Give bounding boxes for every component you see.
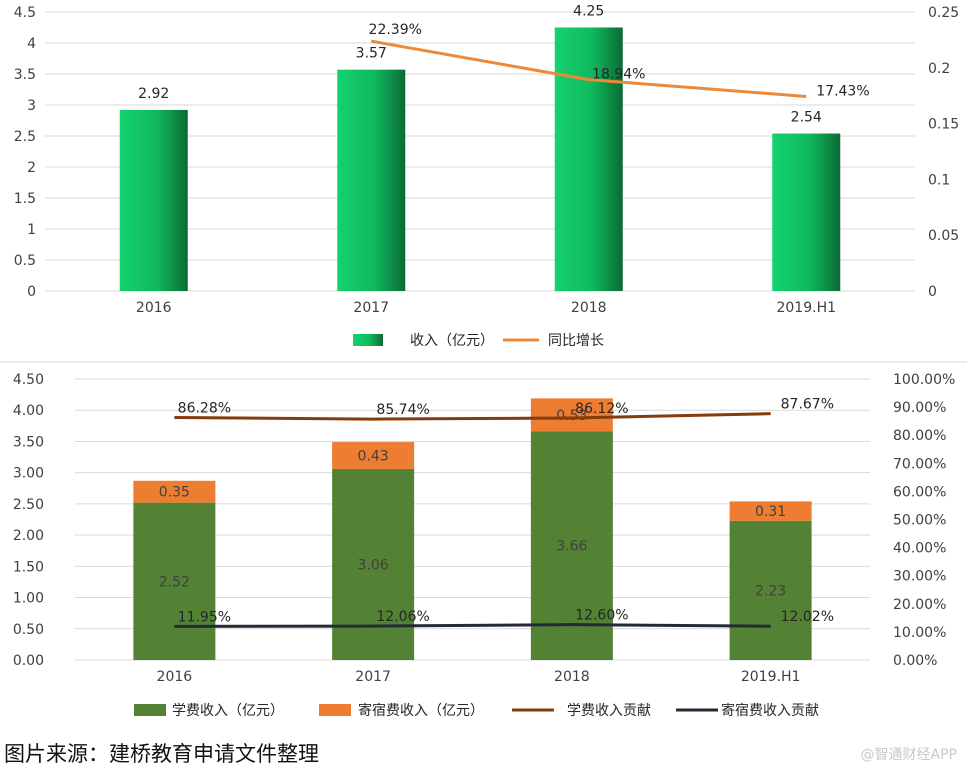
y-tick-label: 4.5	[14, 5, 36, 21]
y2-tick-label: 60.00%	[893, 484, 946, 500]
y-tick-label: 4	[27, 36, 36, 52]
y2-tick-label: 90.00%	[893, 400, 946, 416]
y2-tick-label: 40.00%	[893, 541, 946, 557]
y2-tick-label: 0.1	[928, 172, 950, 188]
y2-tick-label: 50.00%	[893, 513, 946, 529]
y-tick-label: 3.5	[14, 67, 36, 83]
data-label: 17.43%	[816, 83, 869, 99]
y2-tick-label: 0.05	[928, 228, 959, 244]
y-tick-label: 2.5	[14, 129, 36, 145]
data-label: 4.25	[573, 4, 604, 20]
y2-tick-label: 100.00%	[893, 372, 955, 388]
y2-tick-label: 0.00%	[893, 653, 937, 669]
y-tick-label: 3	[27, 98, 36, 114]
data-label: 85.74%	[376, 402, 429, 418]
legend-label: 学费收入贡献	[567, 703, 651, 719]
y-tick-label: 0.50	[13, 622, 44, 638]
y-tick-label: 2	[27, 160, 36, 176]
y-tick-label: 0.5	[14, 253, 36, 269]
x-tick-label: 2019.H1	[741, 669, 801, 685]
data-label: 12.06%	[376, 609, 429, 625]
y2-tick-label: 20.00%	[893, 597, 946, 613]
data-label: 86.28%	[178, 401, 231, 417]
y-tick-label: 2.50	[13, 497, 44, 513]
data-label: 0.53	[556, 408, 587, 424]
y-tick-label: 3.50	[13, 434, 44, 450]
series-line	[174, 412, 771, 421]
y-tick-label: 1	[27, 222, 36, 238]
y-tick-label: 3.00	[13, 466, 44, 482]
y-tick-label: 0	[27, 284, 36, 300]
legend-label: 寄宿费收入贡献	[721, 702, 819, 719]
bar	[530, 431, 613, 660]
data-label: 2.52	[159, 574, 190, 590]
legend-label: 同比增长	[548, 333, 604, 349]
y-tick-label: 1.00	[13, 591, 44, 607]
x-tick-label: 2019.H1	[776, 300, 836, 316]
series-line	[370, 39, 807, 98]
bar	[119, 109, 188, 292]
bar	[332, 468, 415, 660]
data-label: 87.67%	[781, 397, 834, 413]
data-label: 18.94%	[592, 67, 645, 83]
data-label: 12.02%	[781, 609, 834, 625]
data-label: 0.35	[159, 485, 190, 501]
legend-swatch	[353, 334, 383, 346]
data-label: 2.23	[755, 583, 786, 599]
y2-tick-label: 0.2	[928, 61, 950, 77]
legend-swatch	[134, 704, 166, 716]
bar	[729, 501, 812, 521]
y2-tick-label: 0	[928, 284, 937, 300]
legend-label: 收入（亿元）	[410, 333, 494, 349]
data-label: 12.60%	[575, 608, 628, 624]
legend-label: 学费收入（亿元）	[172, 703, 284, 719]
y2-tick-label: 0.25	[928, 5, 959, 21]
bar	[332, 442, 415, 469]
bar	[554, 27, 623, 291]
bar	[530, 398, 613, 432]
bar	[133, 480, 216, 503]
bar	[729, 520, 812, 660]
data-label: 86.12%	[575, 401, 628, 417]
bar	[337, 69, 406, 291]
data-label: 3.57	[356, 46, 387, 62]
bar	[133, 502, 216, 660]
series-line	[174, 623, 771, 628]
x-tick-label: 2016	[136, 300, 172, 316]
data-label: 11.95%	[178, 609, 231, 625]
data-label: 0.31	[755, 504, 786, 520]
watermark: @智通财经APP	[860, 747, 957, 763]
y2-tick-label: 70.00%	[893, 456, 946, 472]
data-label: 3.06	[358, 557, 389, 573]
y2-tick-label: 10.00%	[893, 625, 946, 641]
bar	[772, 133, 841, 291]
data-label: 2.54	[791, 110, 822, 126]
y2-tick-label: 80.00%	[893, 428, 946, 444]
y-tick-label: 4.00	[13, 403, 44, 419]
data-label: 0.43	[358, 448, 389, 464]
source-caption: 图片来源：建桥教育申请文件整理	[4, 742, 319, 766]
legend-label: 寄宿费收入（亿元）	[358, 702, 484, 719]
x-tick-label: 2018	[554, 669, 590, 685]
y-tick-label: 1.50	[13, 559, 44, 575]
data-label: 3.66	[556, 539, 587, 555]
y-tick-label: 4.50	[13, 372, 44, 388]
y2-tick-label: 0.15	[928, 117, 959, 133]
y-tick-label: 2.00	[13, 528, 44, 544]
legend-swatch	[319, 704, 351, 716]
x-tick-label: 2018	[571, 300, 607, 316]
x-tick-label: 2017	[355, 669, 391, 685]
x-tick-label: 2016	[157, 669, 193, 685]
y-tick-label: 1.5	[14, 191, 36, 207]
y2-tick-label: 30.00%	[893, 569, 946, 585]
x-tick-label: 2017	[353, 300, 389, 316]
y-tick-label: 0.00	[13, 653, 44, 669]
data-label: 2.92	[138, 86, 169, 102]
data-label: 22.39%	[369, 22, 422, 38]
